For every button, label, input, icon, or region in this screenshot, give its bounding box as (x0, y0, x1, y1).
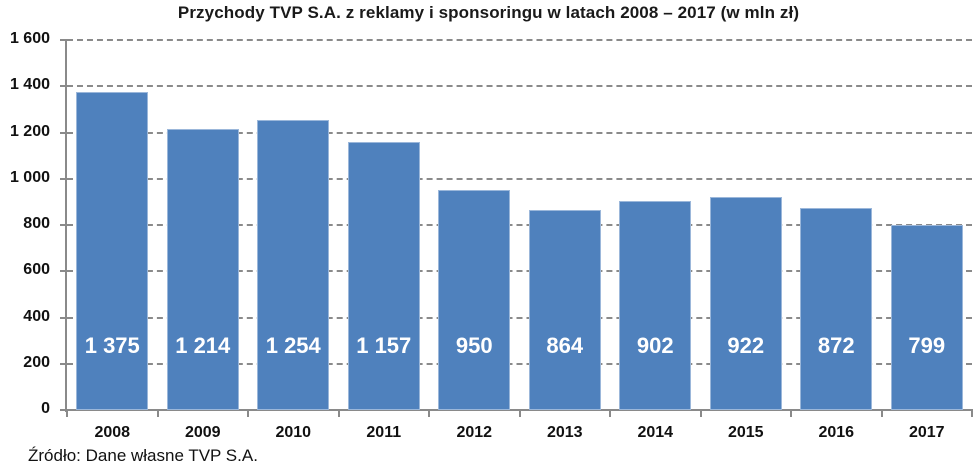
x-tick-label: 2011 (339, 424, 429, 442)
y-tick (60, 363, 67, 365)
x-tick (66, 410, 68, 417)
y-tick (60, 224, 67, 226)
x-tick (971, 410, 973, 417)
gridline (67, 85, 972, 87)
chart-title: Przychody TVP S.A. z reklamy i sponsorin… (0, 3, 977, 23)
x-tick (881, 410, 883, 417)
gridline (67, 39, 972, 41)
x-tick-label: 2013 (520, 424, 610, 442)
y-tick (60, 270, 67, 272)
bar-2017 (891, 225, 963, 410)
bar-2014 (619, 201, 691, 410)
bar-2013 (529, 210, 601, 410)
y-tick-label: 1 600 (0, 30, 50, 48)
x-tick (247, 410, 249, 417)
x-tick (519, 410, 521, 417)
x-tick-label: 2009 (158, 424, 248, 442)
y-tick-label: 1 200 (0, 123, 50, 141)
y-tick (60, 85, 67, 87)
x-tick (790, 410, 792, 417)
y-tick (60, 317, 67, 319)
bar-2009 (167, 129, 239, 410)
bar-2011 (348, 142, 420, 410)
data-label: 1 254 (248, 333, 338, 359)
data-label: 902 (610, 333, 700, 359)
y-tick-label: 800 (0, 215, 50, 233)
y-tick (60, 178, 67, 180)
x-tick-label: 2008 (67, 424, 157, 442)
source-note: Źródło: Dane własne TVP S.A. (28, 446, 258, 466)
y-tick-label: 1 400 (0, 76, 50, 94)
bar-2008 (76, 92, 148, 410)
y-tick-label: 600 (0, 261, 50, 279)
data-label: 872 (791, 333, 881, 359)
y-tick-label: 0 (0, 400, 50, 418)
data-label: 922 (701, 333, 791, 359)
x-tick-label: 2016 (791, 424, 881, 442)
data-label: 950 (429, 333, 519, 359)
y-tick-label: 1 000 (0, 169, 50, 187)
y-tick (60, 132, 67, 134)
y-tick (60, 39, 67, 41)
bar-2010 (257, 120, 329, 410)
x-tick-label: 2014 (610, 424, 700, 442)
x-tick-label: 2010 (248, 424, 338, 442)
x-tick-label: 2012 (429, 424, 519, 442)
y-tick-label: 200 (0, 354, 50, 372)
x-tick (157, 410, 159, 417)
x-tick-label: 2017 (882, 424, 972, 442)
data-label: 799 (882, 333, 972, 359)
x-tick (428, 410, 430, 417)
data-label: 1 375 (67, 333, 157, 359)
bar-2015 (710, 197, 782, 410)
x-tick (609, 410, 611, 417)
bar-2012 (438, 190, 510, 410)
x-tick (700, 410, 702, 417)
x-tick-label: 2015 (701, 424, 791, 442)
data-label: 864 (520, 333, 610, 359)
data-label: 1 214 (158, 333, 248, 359)
data-label: 1 157 (339, 333, 429, 359)
x-tick (338, 410, 340, 417)
bar-2016 (800, 208, 872, 410)
y-tick-label: 400 (0, 308, 50, 326)
